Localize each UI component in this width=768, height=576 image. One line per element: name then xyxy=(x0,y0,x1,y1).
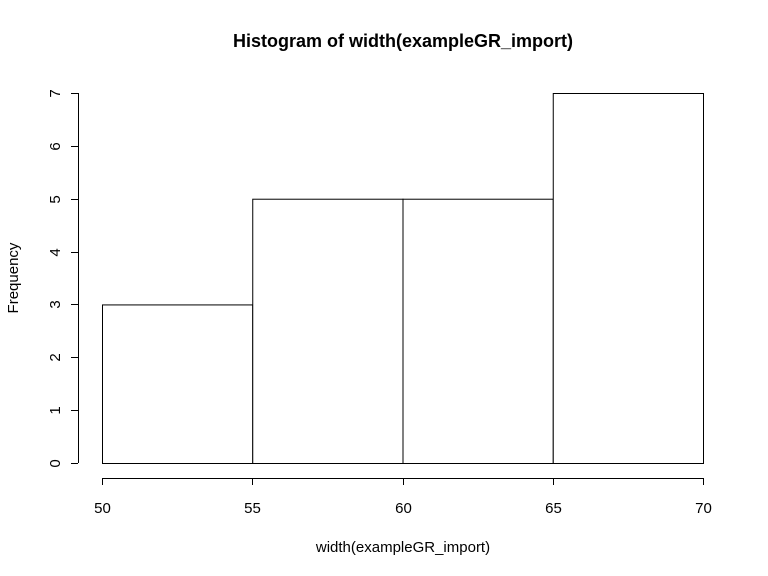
y-tick-label: 7 xyxy=(47,89,64,97)
x-axis: 50 55 60 65 70 xyxy=(94,478,712,517)
y-axis-label: Frequency xyxy=(5,242,22,313)
x-tick-label: 60 xyxy=(395,500,412,517)
histogram-bar-4 xyxy=(552,93,704,464)
bars-group xyxy=(102,93,704,464)
y-tick-label: 1 xyxy=(47,406,64,414)
x-tick-label: 50 xyxy=(94,500,111,517)
x-tick-label: 70 xyxy=(695,500,712,517)
x-tick-label: 65 xyxy=(545,500,562,517)
y-tick-label: 3 xyxy=(47,300,64,308)
y-tick-label: 0 xyxy=(47,459,64,467)
y-axis: 0 1 2 3 4 5 6 7 xyxy=(47,89,79,468)
y-tick-label: 4 xyxy=(47,248,64,256)
x-axis-label: width(exampleGR_import) xyxy=(315,539,490,556)
histogram-bar-3 xyxy=(402,198,554,464)
histogram-bar-1 xyxy=(102,304,254,464)
y-tick-label: 6 xyxy=(47,142,64,150)
x-tick-label: 55 xyxy=(244,500,261,517)
y-tick-label: 2 xyxy=(47,353,64,361)
chart-title: Histogram of width(exampleGR_import) xyxy=(233,31,573,51)
y-tick-label: 5 xyxy=(47,195,64,203)
histogram-bar-2 xyxy=(252,198,404,464)
